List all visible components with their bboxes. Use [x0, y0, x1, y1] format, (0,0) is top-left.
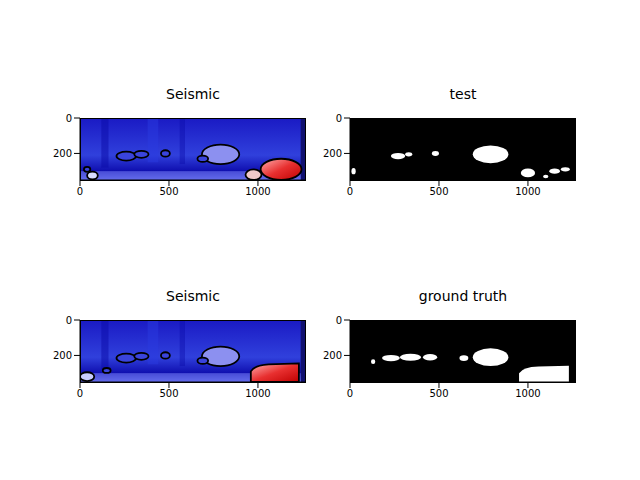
- html-text:Seismic: Seismic: [166, 288, 220, 304]
- html-text:ground truth: ground truth: [418, 288, 508, 304]
- svg-text:200: 200: [53, 350, 72, 361]
- html-text:Seismic: Seismic: [166, 86, 220, 102]
- svg-text:0: 0: [336, 113, 342, 124]
- svg-text:0: 0: [77, 186, 83, 197]
- svg-text:0: 0: [336, 315, 342, 326]
- svg-text:1000: 1000: [245, 388, 270, 399]
- svg-text:0: 0: [347, 186, 353, 197]
- svg-text:200: 200: [53, 148, 72, 159]
- svg-text:500: 500: [159, 388, 178, 399]
- html-text:test: test: [449, 86, 477, 102]
- svg-text:200: 200: [323, 350, 342, 361]
- svg-text:1000: 1000: [515, 388, 540, 399]
- svg-text:0: 0: [66, 315, 72, 326]
- svg-text:500: 500: [159, 186, 178, 197]
- svg-text:500: 500: [429, 186, 448, 197]
- svg-text:1000: 1000: [515, 186, 540, 197]
- svg-text:0: 0: [66, 113, 72, 124]
- svg-text:0: 0: [347, 388, 353, 399]
- svg-text:0: 0: [77, 388, 83, 399]
- svg-text:200: 200: [323, 148, 342, 159]
- svg-text:500: 500: [429, 388, 448, 399]
- svg-text:1000: 1000: [245, 186, 270, 197]
